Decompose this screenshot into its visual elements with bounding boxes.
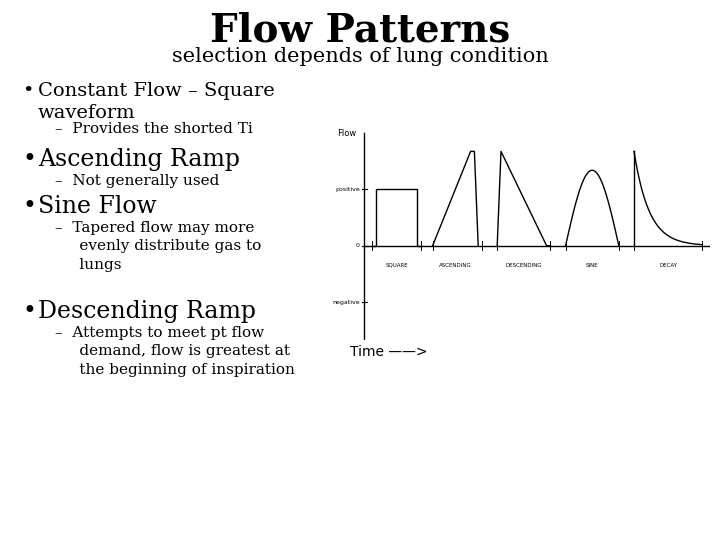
Text: ASCENDING: ASCENDING — [439, 262, 472, 268]
Text: 0: 0 — [356, 243, 360, 248]
Text: –  Tapered flow may more
     evenly distribute gas to
     lungs: – Tapered flow may more evenly distribut… — [55, 221, 261, 272]
Text: •: • — [22, 82, 33, 100]
Text: Descending Ramp: Descending Ramp — [38, 300, 256, 323]
Text: •: • — [22, 195, 36, 218]
Text: DECAY: DECAY — [660, 262, 678, 268]
Text: Constant Flow – Square
waveform: Constant Flow – Square waveform — [38, 82, 275, 122]
Text: SQUARE: SQUARE — [385, 262, 408, 268]
Text: •: • — [22, 300, 36, 323]
Text: Flow Patterns: Flow Patterns — [210, 12, 510, 50]
Text: –  Attempts to meet pt flow
     demand, flow is greatest at
     the beginning : – Attempts to meet pt flow demand, flow … — [55, 326, 295, 377]
Text: SINE: SINE — [586, 262, 598, 268]
Text: –  Not generally used: – Not generally used — [55, 174, 220, 188]
Text: •: • — [22, 148, 36, 171]
Text: –  Provides the shorted Ti: – Provides the shorted Ti — [55, 122, 253, 136]
Text: DESCENDING: DESCENDING — [505, 262, 542, 268]
Text: Sine Flow: Sine Flow — [38, 195, 157, 218]
Text: Flow: Flow — [338, 129, 357, 138]
Text: selection depends of lung condition: selection depends of lung condition — [171, 47, 549, 66]
Text: Time ——>: Time ——> — [350, 345, 428, 359]
Text: negative: negative — [332, 300, 360, 305]
Text: positive: positive — [335, 187, 360, 192]
Text: Ascending Ramp: Ascending Ramp — [38, 148, 240, 171]
